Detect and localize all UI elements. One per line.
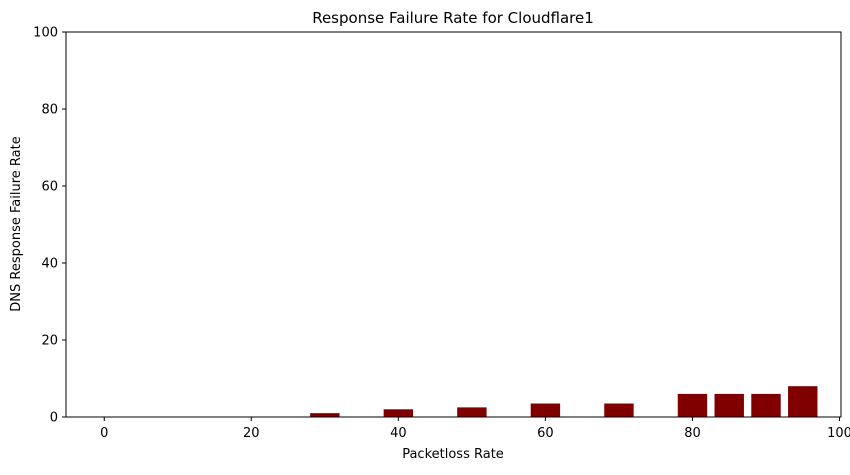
x-tick-label: 60 bbox=[537, 426, 554, 441]
x-tick-label: 40 bbox=[390, 426, 407, 441]
y-tick-label: 0 bbox=[50, 411, 58, 426]
bar-80 bbox=[677, 393, 708, 417]
y-axis-label: DNS Response Failure Rate bbox=[9, 136, 24, 311]
y-tick-label: 60 bbox=[41, 180, 58, 195]
bar-70 bbox=[604, 403, 634, 417]
x-axis-label: Packetloss Rate bbox=[402, 447, 504, 462]
bar-95 bbox=[788, 386, 818, 417]
y-tick-label: 100 bbox=[33, 26, 58, 41]
y-tick-label: 40 bbox=[41, 257, 58, 272]
bar-85 bbox=[714, 393, 744, 417]
bars-group bbox=[310, 386, 818, 418]
x-tick-label: 20 bbox=[243, 426, 260, 441]
y-tick-label: 80 bbox=[41, 103, 58, 118]
chart-title: Response Failure Rate for Cloudflare1 bbox=[312, 9, 594, 27]
bar-50 bbox=[457, 407, 487, 418]
bar-30 bbox=[310, 413, 340, 417]
y-axis-ticks: 0 20 40 60 80 100 bbox=[33, 26, 66, 426]
bar-40 bbox=[383, 409, 414, 417]
x-tick-label: 0 bbox=[100, 426, 108, 441]
y-tick-label: 20 bbox=[41, 334, 58, 349]
x-tick-label: 80 bbox=[684, 426, 701, 441]
x-axis-ticks: 0 20 40 60 80 100 bbox=[100, 417, 850, 441]
bar-60 bbox=[530, 403, 561, 417]
x-tick-label: 100 bbox=[827, 426, 850, 441]
plot-frame bbox=[65, 31, 842, 418]
bar-90 bbox=[751, 393, 781, 417]
